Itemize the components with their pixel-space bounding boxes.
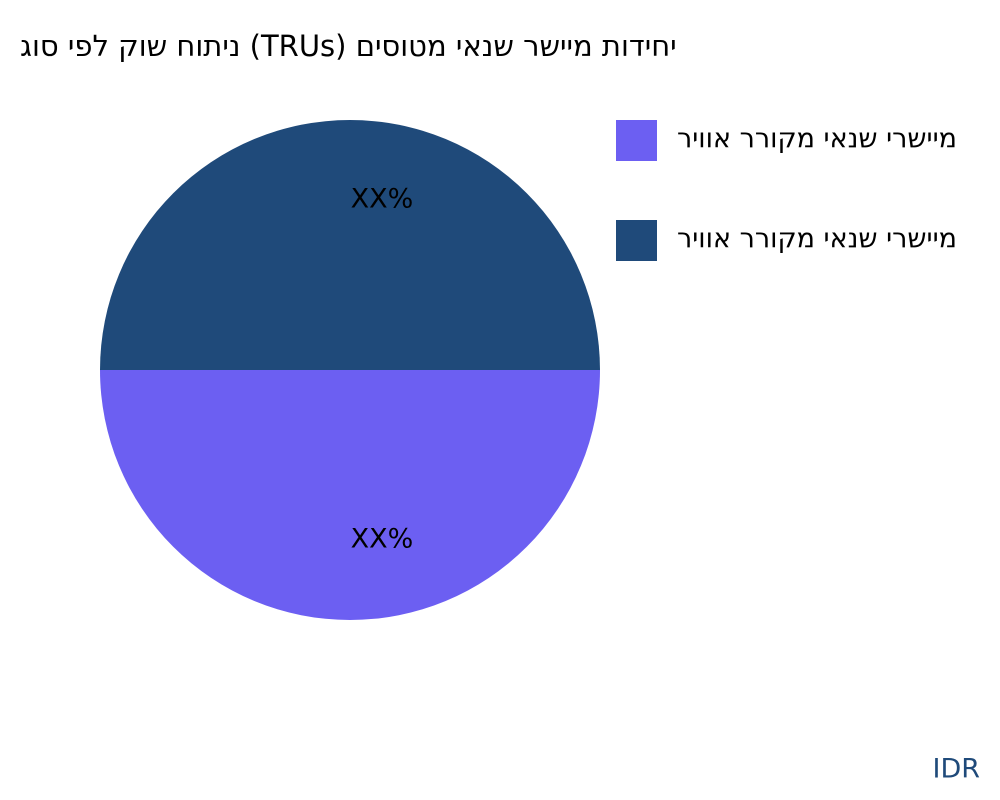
- legend-swatch: [616, 220, 657, 261]
- pie-slice: [100, 120, 600, 370]
- legend-label: ריווא ררוקמ יאנש ירשיימ: [677, 224, 957, 255]
- pie-slice: [100, 370, 600, 620]
- slice-label: XX%: [351, 184, 414, 215]
- watermark: IDR: [932, 754, 980, 785]
- legend-swatch: [616, 120, 657, 161]
- chart-title: גוס יפל קוש חותינ (TRUs) םיסוטמ יאנש רשי…: [20, 29, 677, 63]
- slice-label: XX%: [351, 524, 414, 555]
- legend-label: ריווא ררוקמ יאנש ירשיימ: [677, 124, 957, 155]
